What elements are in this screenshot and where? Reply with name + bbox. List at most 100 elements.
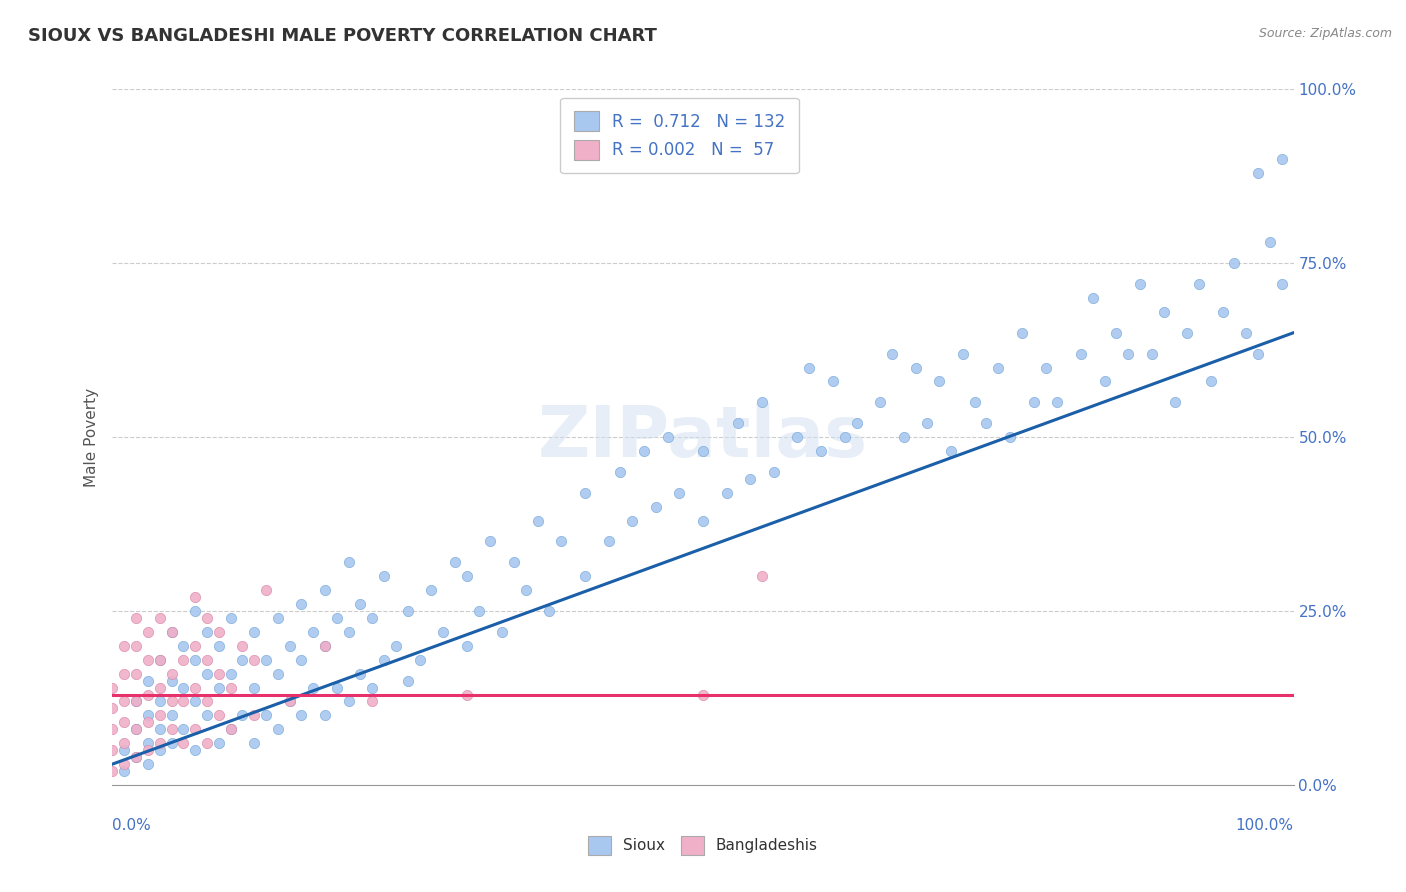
Point [361, 681, 384, 695]
Point [112, 694, 135, 708]
Point [1070, 346, 1092, 360]
Point [136, 708, 159, 723]
Point [160, 624, 183, 639]
Point [136, 715, 159, 730]
Point [112, 666, 135, 681]
Point [267, 611, 290, 625]
Point [125, 694, 148, 708]
Point [112, 639, 135, 653]
Point [101, 723, 124, 737]
Point [184, 723, 207, 737]
Point [136, 757, 159, 772]
Point [727, 416, 749, 430]
Point [136, 673, 159, 688]
Point [160, 708, 183, 723]
Point [550, 534, 572, 549]
Point [526, 514, 548, 528]
Point [172, 639, 194, 653]
Point [987, 360, 1010, 375]
Point [810, 444, 832, 458]
Point [538, 604, 561, 618]
Point [149, 611, 172, 625]
Point [668, 485, 690, 500]
Point [904, 360, 927, 375]
Point [195, 736, 218, 750]
Point [149, 653, 172, 667]
Point [1035, 360, 1057, 375]
Point [396, 604, 419, 618]
Point [751, 395, 773, 409]
Point [160, 694, 183, 708]
Point [219, 611, 242, 625]
Point [467, 604, 489, 618]
Point [231, 708, 253, 723]
Point [208, 681, 231, 695]
Point [337, 624, 360, 639]
Point [208, 666, 231, 681]
Point [184, 681, 207, 695]
Point [963, 395, 986, 409]
Point [1271, 277, 1294, 291]
Point [149, 653, 172, 667]
Point [740, 472, 762, 486]
Text: ZIPatlas: ZIPatlas [538, 402, 868, 472]
Point [917, 416, 939, 430]
Point [1258, 235, 1281, 250]
Point [432, 624, 454, 639]
Text: Source: ZipAtlas.com: Source: ZipAtlas.com [1258, 27, 1392, 40]
Point [1271, 152, 1294, 166]
Point [1188, 277, 1211, 291]
Point [290, 597, 312, 611]
Point [692, 444, 714, 458]
Point [125, 694, 148, 708]
Point [149, 681, 172, 695]
Point [444, 555, 467, 569]
Point [136, 624, 159, 639]
Point [160, 736, 183, 750]
Point [112, 764, 135, 778]
Point [574, 485, 596, 500]
Point [939, 444, 962, 458]
Y-axis label: Male Poverty: Male Poverty [83, 387, 98, 487]
Point [184, 604, 207, 618]
Point [1175, 326, 1198, 340]
Point [125, 723, 148, 737]
Point [385, 639, 408, 653]
Point [834, 430, 856, 444]
Point [1164, 395, 1187, 409]
Point [231, 653, 253, 667]
Point [373, 569, 395, 583]
Point [195, 624, 218, 639]
Point [692, 688, 714, 702]
Point [361, 694, 384, 708]
Point [456, 688, 478, 702]
Point [195, 611, 218, 625]
Text: 100.0%: 100.0% [1236, 818, 1294, 832]
Point [172, 723, 194, 737]
Point [195, 666, 218, 681]
Point [136, 743, 159, 757]
Point [267, 723, 290, 737]
Point [101, 681, 124, 695]
Point [503, 555, 526, 569]
Point [243, 624, 266, 639]
Point [751, 569, 773, 583]
Point [373, 653, 395, 667]
Point [314, 639, 336, 653]
Point [869, 395, 891, 409]
Point [420, 583, 443, 598]
Point [149, 694, 172, 708]
Text: 0.0%: 0.0% [112, 818, 152, 832]
Point [101, 764, 124, 778]
Point [716, 485, 738, 500]
Point [952, 346, 974, 360]
Point [149, 723, 172, 737]
Point [243, 708, 266, 723]
Point [219, 723, 242, 737]
Point [254, 708, 277, 723]
Point [101, 743, 124, 757]
Point [1105, 326, 1128, 340]
Point [172, 681, 194, 695]
Point [1116, 346, 1139, 360]
Point [845, 416, 868, 430]
